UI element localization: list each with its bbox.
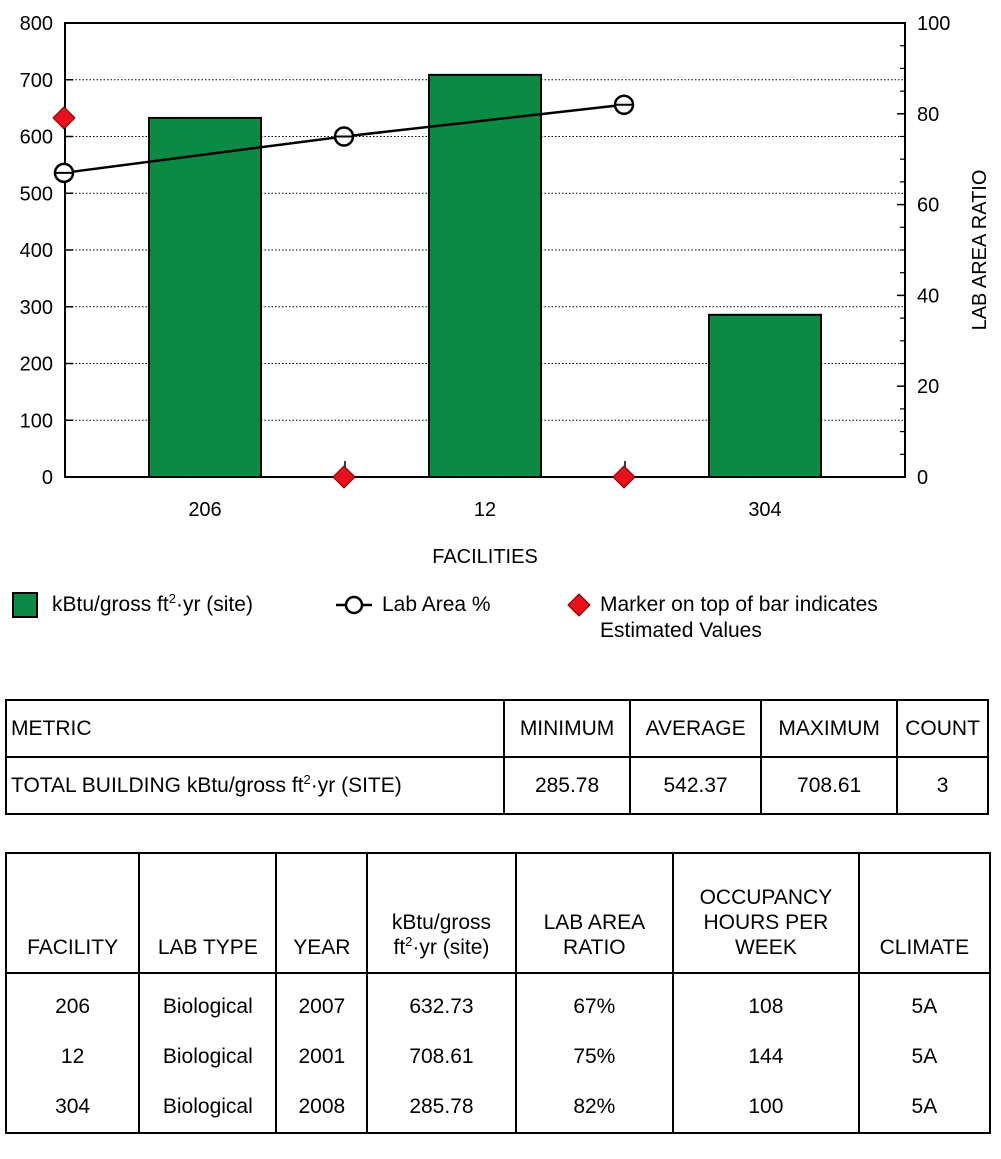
bar: [708, 313, 822, 478]
legend-item-energy: kBtu/gross ft2·yr (site): [12, 592, 253, 618]
legend: kBtu/gross ft2·yr (site) Lab Area % Mark…: [0, 592, 1001, 662]
bar: [428, 73, 542, 478]
header-year: YEAR: [275, 852, 369, 974]
summary-header-average: AVERAGE: [629, 699, 763, 758]
cell-lab-type: Biological: [138, 1082, 278, 1134]
header-facility: FACILITY: [4, 852, 141, 974]
cell-kbtu: 632.73: [366, 973, 517, 1032]
legend-bar-label: kBtu/gross ft2·yr (site): [52, 591, 253, 616]
cell-climate: 5A: [857, 1032, 992, 1082]
summary-header-row: METRIC MINIMUM AVERAGE MAXIMUM COUNT: [4, 699, 989, 758]
summary-header-minimum: MINIMUM: [503, 699, 632, 758]
summary-data-row: TOTAL BUILDING kBtu/gross ft2·yr (SITE) …: [4, 756, 989, 815]
cell-lab-type: Biological: [138, 973, 278, 1032]
cell-occupancy: 100: [672, 1082, 860, 1134]
y2-tick-label: 60: [917, 195, 939, 217]
summary-header-count: COUNT: [896, 699, 989, 758]
estimated-marker: [332, 465, 356, 489]
summary-minimum-cell: 285.78: [503, 756, 632, 815]
header-climate: CLIMATE: [857, 852, 992, 974]
y-tick-label: 0: [42, 467, 53, 489]
cell-lab-area: 67%: [514, 973, 675, 1032]
summary-maximum-cell: 708.61: [760, 756, 899, 815]
legend-item-lab-area: Lab Area %: [336, 592, 491, 618]
legend-bar-swatch: [12, 592, 38, 618]
legend-marker-label: Marker on top of bar indicates Estimated…: [600, 593, 878, 642]
y-tick-label: 800: [20, 13, 53, 35]
x-tick-label: 304: [748, 499, 781, 521]
bar: [148, 116, 262, 479]
legend-item-estimated: Marker on top of bar indicates Estimated…: [566, 592, 878, 644]
header-lab-area-ratio: LAB AREA RATIO: [514, 852, 675, 974]
legend-diamond-icon: [567, 593, 591, 617]
facility-header-row: FACILITY LAB TYPE YEAR kBtu/gross ft2·yr …: [4, 852, 992, 974]
facility-row: 304 Biological 2008 285.78 82% 100 5A: [4, 1082, 992, 1134]
cell-kbtu: 708.61: [366, 1032, 517, 1082]
y-tick-label: 600: [20, 127, 53, 149]
y2-axis-title: LAB AREA RATIO: [969, 170, 991, 331]
summary-metric-cell: TOTAL BUILDING kBtu/gross ft2·yr (SITE): [4, 756, 506, 815]
y2-tick-label: 20: [917, 376, 939, 398]
x-tick-label: 206: [188, 499, 221, 521]
legend-line-circle-icon: [336, 595, 372, 615]
y-tick-label: 300: [20, 297, 53, 319]
cell-kbtu: 285.78: [366, 1082, 517, 1134]
cell-occupancy: 144: [672, 1032, 860, 1082]
header-kbtu: kBtu/gross ft2·yr (site): [366, 852, 517, 974]
y-tick-label: 100: [20, 410, 53, 432]
summary-header-maximum: MAXIMUM: [760, 699, 899, 758]
x-axis-title: FACILITIES: [432, 546, 538, 568]
summary-table: METRIC MINIMUM AVERAGE MAXIMUM COUNT TOT…: [4, 699, 989, 815]
summary-average-cell: 542.37: [629, 756, 763, 815]
y2-tick-label: 100: [917, 13, 950, 35]
y-tick-label: 200: [20, 354, 53, 376]
y-tick-label: 700: [20, 70, 53, 92]
y2-tick-label: 80: [917, 104, 939, 126]
cell-year: 2008: [275, 1082, 369, 1134]
cell-lab-area: 75%: [514, 1032, 675, 1082]
chart: 0 100 200 300 400 500 600 700 800 0 20 40 60 80 100 206…: [20, 13, 991, 568]
facility-row: 12 Biological 2001 708.61 75% 144 5A: [4, 1032, 992, 1082]
summary-count-cell: 3: [896, 756, 989, 815]
legend-line-label: Lab Area %: [382, 593, 491, 616]
x-tick-label: 12: [474, 499, 496, 521]
cell-occupancy: 108: [672, 973, 860, 1032]
y2-tick-label: 40: [917, 285, 939, 307]
cell-facility: 12: [4, 1032, 141, 1082]
cell-year: 2007: [275, 973, 369, 1032]
y-tick-label: 400: [20, 240, 53, 262]
header-occupancy: OCCUPANCY HOURS PER WEEK: [672, 852, 860, 974]
cell-year: 2001: [275, 1032, 369, 1082]
y-tick-label: 500: [20, 183, 53, 205]
header-lab-type: LAB TYPE: [138, 852, 278, 974]
summary-header-metric: METRIC: [4, 699, 506, 758]
cell-lab-area: 82%: [514, 1082, 675, 1134]
cell-climate: 5A: [857, 973, 992, 1032]
estimated-marker: [612, 465, 636, 489]
cell-climate: 5A: [857, 1082, 992, 1134]
cell-facility: 206: [4, 973, 141, 1032]
facility-table: FACILITY LAB TYPE YEAR kBtu/gross ft2·yr …: [4, 852, 992, 1134]
cell-facility: 304: [4, 1082, 141, 1134]
estimated-marker: [52, 106, 76, 130]
cell-lab-type: Biological: [138, 1032, 278, 1082]
facility-row: 206 Biological 2007 632.73 67% 108 5A: [4, 973, 992, 1032]
y2-tick-label: 0: [917, 467, 928, 489]
